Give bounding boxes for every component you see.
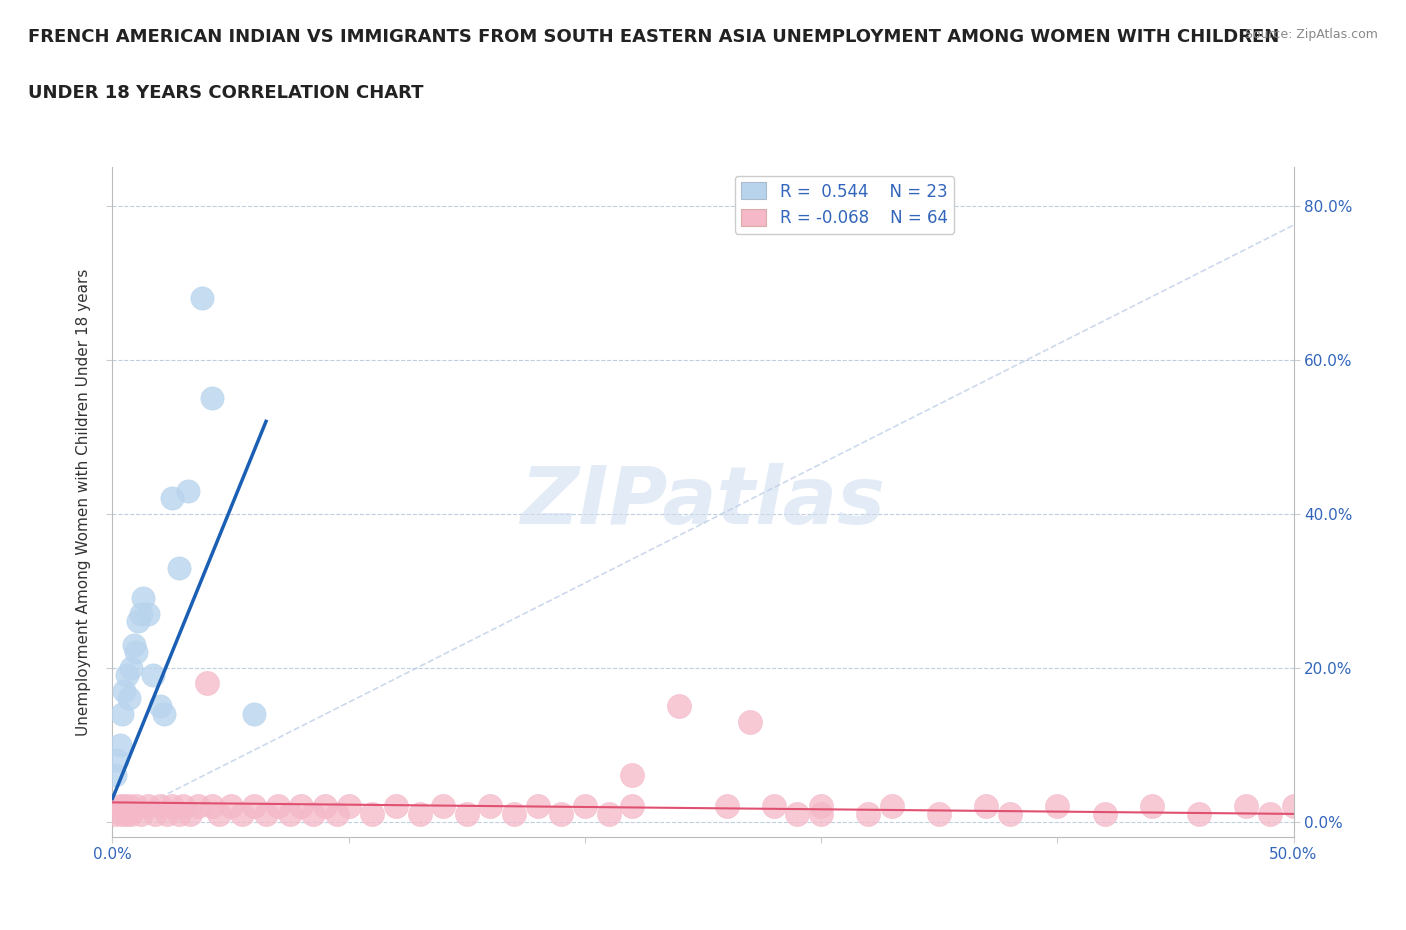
Point [998, 806, 1021, 821]
Y-axis label: Unemployment Among Women with Children Under 18 years: Unemployment Among Women with Children U… [76, 269, 91, 736]
Point [526, 799, 548, 814]
Point [129, 806, 152, 821]
Point [786, 806, 808, 821]
Point [1234, 799, 1257, 814]
Point [740, 714, 762, 729]
Point [111, 806, 134, 821]
Point [191, 291, 214, 306]
Point [153, 707, 176, 722]
Point [136, 799, 159, 814]
Point [132, 591, 155, 605]
Point [314, 799, 336, 814]
Point [104, 806, 127, 821]
Point [160, 799, 183, 814]
Text: FRENCH AMERICAN INDIAN VS IMMIGRANTS FROM SOUTH EASTERN ASIA UNEMPLOYMENT AMONG : FRENCH AMERICAN INDIAN VS IMMIGRANTS FRO… [28, 28, 1279, 46]
Point [115, 806, 138, 821]
Point [118, 799, 141, 814]
Point [243, 707, 266, 722]
Point [1046, 799, 1069, 814]
Point [195, 675, 218, 690]
Point [928, 806, 950, 821]
Point [1094, 806, 1116, 821]
Point [120, 806, 142, 821]
Point [408, 806, 430, 821]
Point [716, 799, 738, 814]
Point [621, 799, 644, 814]
Text: UNDER 18 YEARS CORRELATION CHART: UNDER 18 YEARS CORRELATION CHART [28, 84, 423, 101]
Point [122, 637, 145, 652]
Point [550, 806, 572, 821]
Point [858, 806, 880, 821]
Point [127, 614, 149, 629]
Point [302, 806, 325, 821]
Point [111, 707, 134, 722]
Point [598, 806, 620, 821]
Point [112, 684, 135, 698]
Point [278, 806, 301, 821]
Point [129, 606, 152, 621]
Point [156, 806, 179, 821]
Point [179, 806, 201, 821]
Point [136, 606, 159, 621]
Point [115, 668, 138, 683]
Point [112, 799, 135, 814]
Point [105, 752, 128, 767]
Point [108, 799, 131, 814]
Point [186, 799, 208, 814]
Point [880, 799, 903, 814]
Point [118, 691, 141, 706]
Point [267, 799, 290, 814]
Text: ZIPatlas: ZIPatlas [520, 463, 886, 541]
Point [142, 668, 165, 683]
Point [668, 698, 690, 713]
Point [143, 806, 166, 821]
Point [337, 799, 360, 814]
Point [149, 799, 172, 814]
Point [201, 391, 224, 405]
Point [125, 799, 148, 814]
Point [149, 698, 172, 713]
Point [574, 799, 596, 814]
Point [1282, 799, 1305, 814]
Point [1140, 799, 1163, 814]
Point [361, 806, 384, 821]
Point [125, 644, 148, 659]
Point [201, 799, 224, 814]
Point [167, 560, 190, 575]
Point [167, 806, 190, 821]
Point [254, 806, 277, 821]
Point [326, 806, 349, 821]
Point [810, 799, 832, 814]
Legend: French American Indians, Immigrants from South Eastern Asia: French American Indians, Immigrants from… [418, 925, 988, 930]
Point [1188, 806, 1211, 821]
Point [456, 806, 478, 821]
Point [762, 799, 785, 814]
Text: Source: ZipAtlas.com: Source: ZipAtlas.com [1244, 28, 1378, 41]
Point [503, 806, 526, 821]
Point [219, 799, 242, 814]
Point [243, 799, 266, 814]
Point [810, 806, 832, 821]
Point [208, 806, 231, 821]
Point [432, 799, 454, 814]
Point [231, 806, 253, 821]
Point [120, 660, 142, 675]
Point [621, 768, 644, 783]
Point [290, 799, 312, 814]
Point [108, 737, 131, 752]
Point [1258, 806, 1281, 821]
Point [479, 799, 502, 814]
Point [172, 799, 194, 814]
Point [160, 491, 183, 506]
Point [385, 799, 408, 814]
Point [177, 484, 200, 498]
Point [104, 768, 127, 783]
Point [976, 799, 998, 814]
